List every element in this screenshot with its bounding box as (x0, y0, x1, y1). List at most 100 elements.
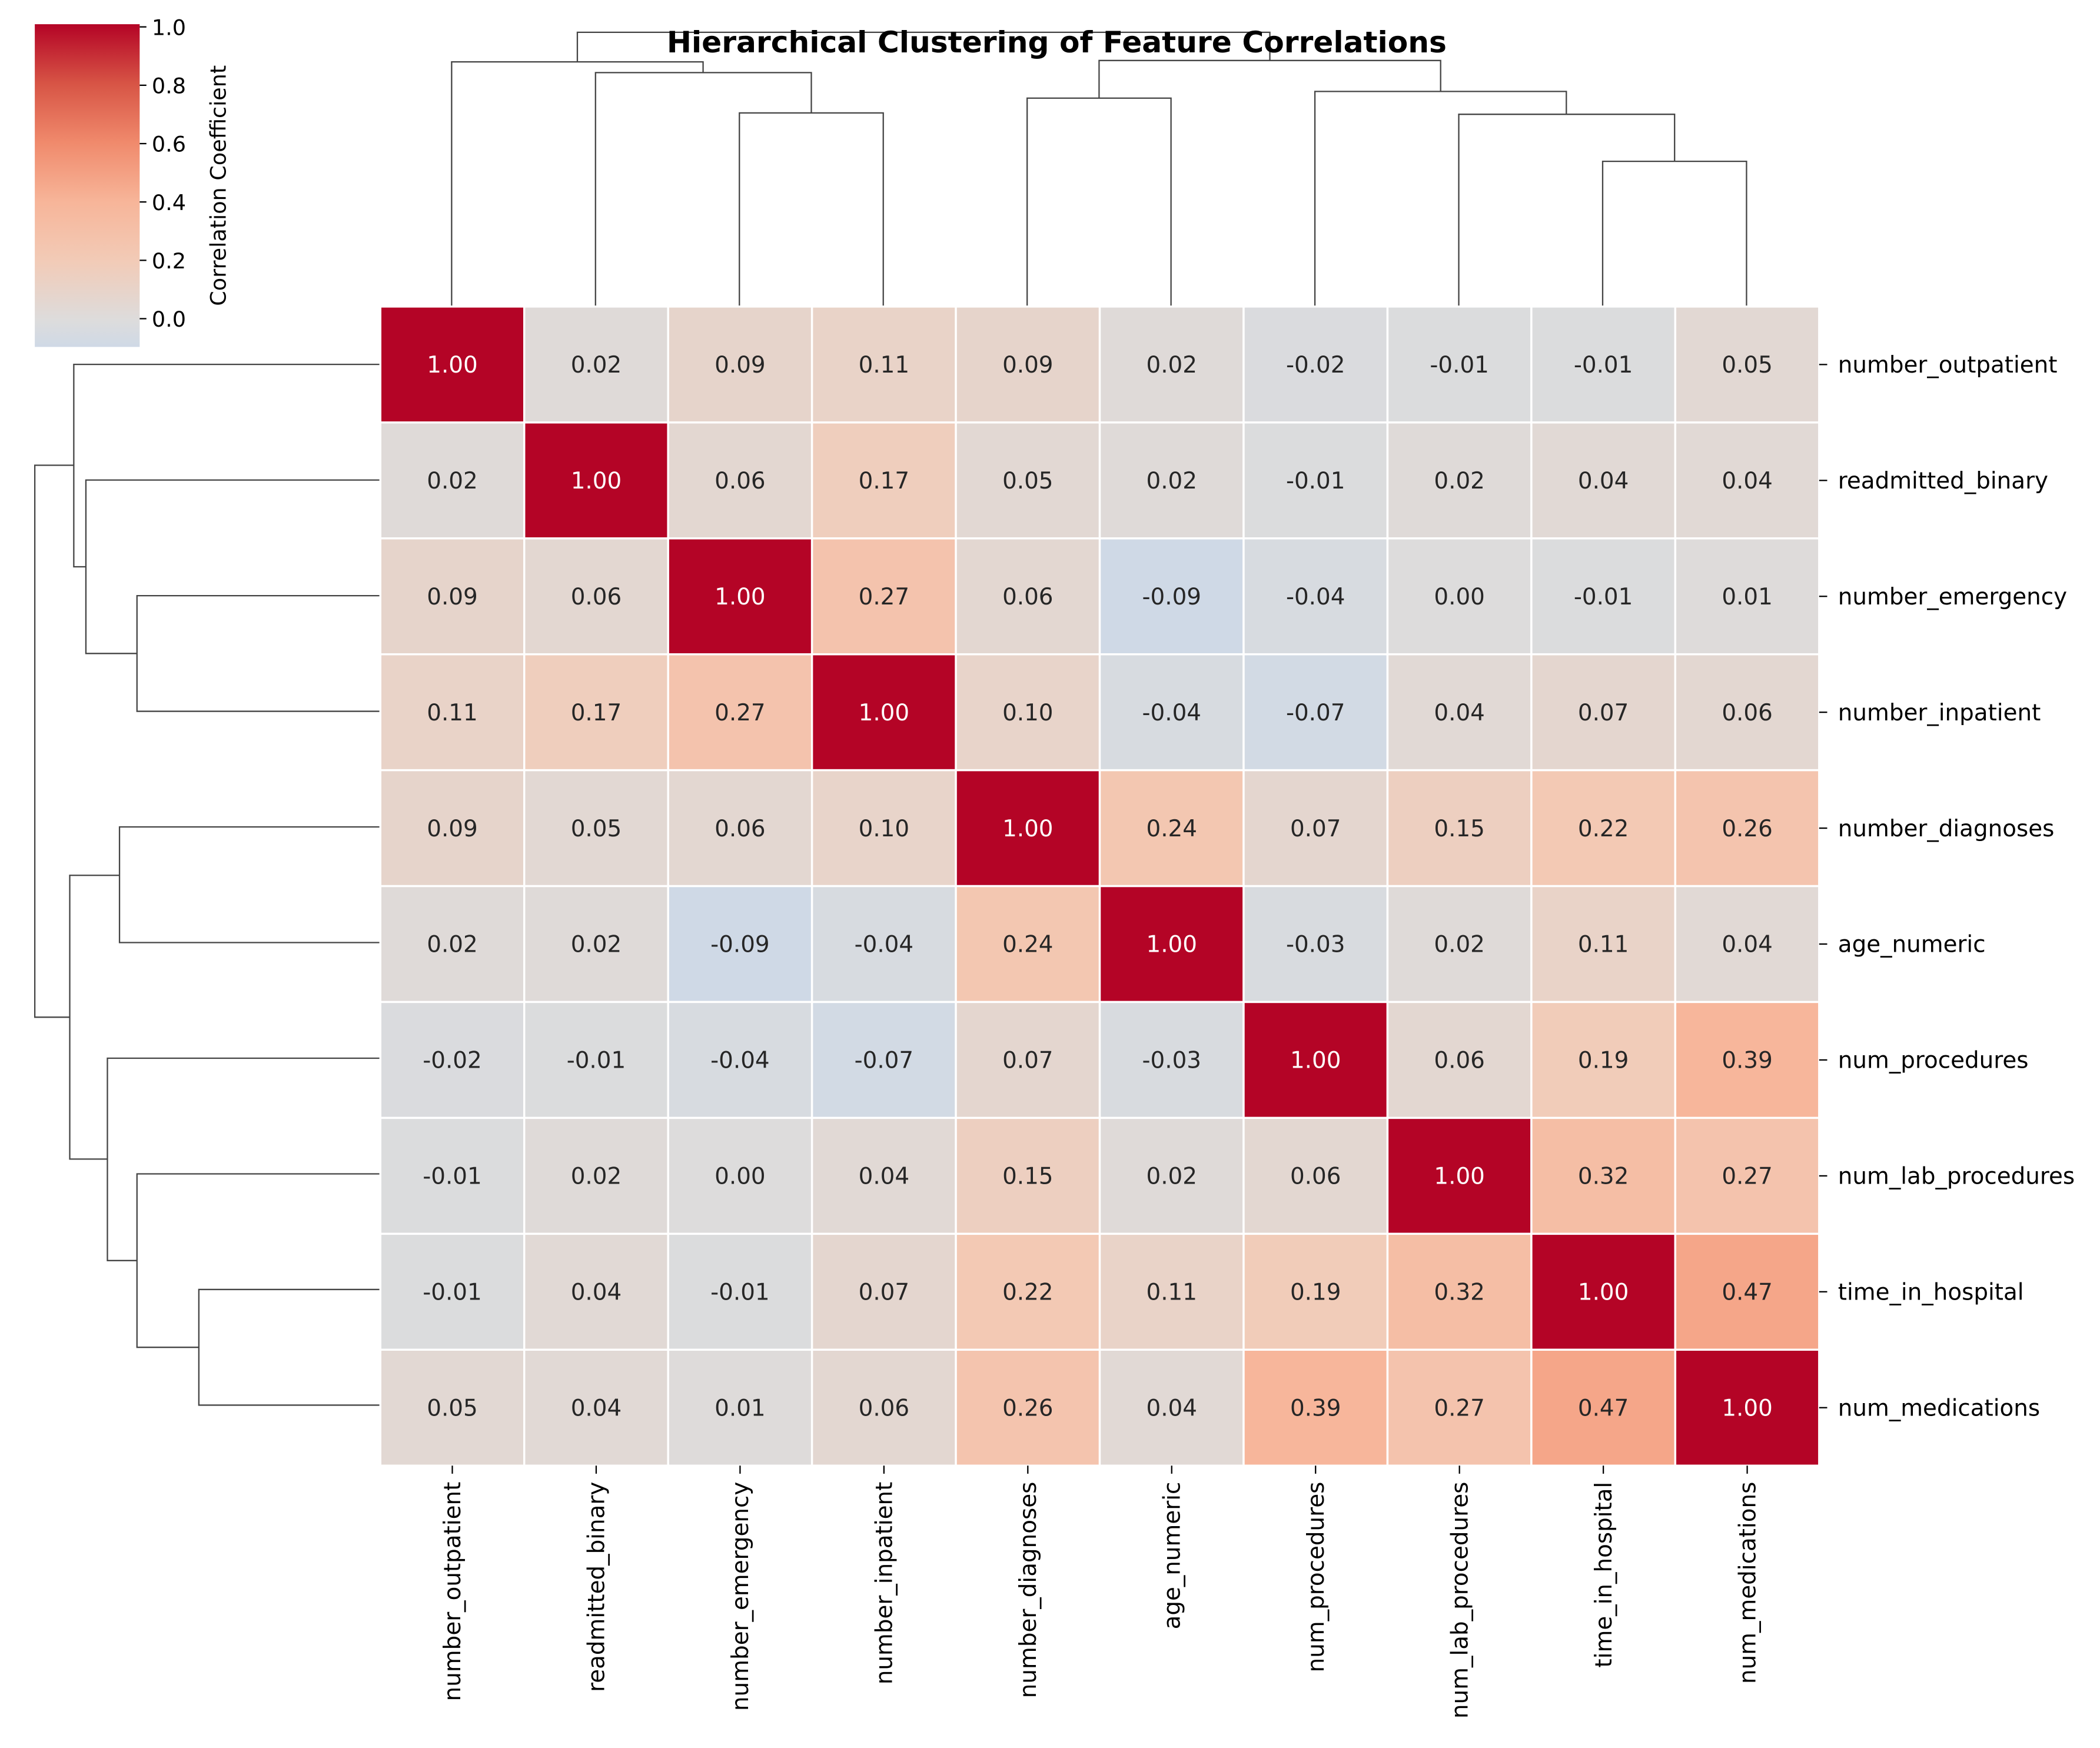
row-label: age_numeric (1838, 932, 1986, 958)
cell-value-label: 1.00 (1290, 1048, 1341, 1074)
heatmap-cell (1530, 653, 1677, 772)
cell-value-label: 0.02 (1434, 932, 1484, 958)
cell-value-label: 0.01 (1722, 584, 1772, 610)
heatmap-cell (667, 537, 813, 656)
cell-value-label: 0.04 (1147, 1395, 1197, 1421)
cell-value-label: 0.01 (715, 1395, 765, 1421)
cell-value-label: 0.07 (1002, 1048, 1053, 1074)
cell-value-label: 0.02 (571, 1164, 622, 1190)
column-label: num_procedures (1303, 1482, 1330, 1673)
column-label: time_in_hospital (1591, 1482, 1617, 1668)
heatmap-cell (1098, 653, 1245, 772)
row-label: number_emergency (1838, 584, 2067, 610)
cell-value-label: 0.15 (1002, 1164, 1053, 1190)
cell-value-label: 0.02 (1434, 468, 1484, 494)
heatmap-cell (1242, 1348, 1389, 1467)
cell-value-label: 0.05 (571, 816, 622, 842)
column-dendrogram-link (1314, 91, 1567, 307)
heatmap-cell (1242, 421, 1389, 540)
cell-value-label: 0.27 (1722, 1164, 1772, 1190)
cell-value-label: 0.22 (1578, 816, 1629, 842)
heatmap-cell (1674, 1348, 1820, 1467)
column-dendrogram-link (451, 61, 704, 307)
cell-value-label: 0.39 (1290, 1395, 1341, 1421)
cell-value-label: -0.01 (1430, 352, 1488, 378)
cell-value-label: -0.04 (710, 1048, 769, 1074)
heatmap-cell (1530, 1116, 1677, 1235)
cell-value-label: 1.00 (859, 700, 909, 726)
column-label: readmitted_binary (584, 1482, 610, 1692)
heatmap-cell (1674, 769, 1820, 888)
row-label: number_diagnoses (1838, 816, 2055, 842)
cell-value-label: 0.06 (571, 584, 622, 610)
cell-value-label: 0.24 (1147, 816, 1197, 842)
heatmap-cells: 1.00 0.02 0.09 0.11 0.09 0.02 -0.02 -0.01 -0.01 0… (379, 305, 1820, 1467)
cell-value-label: 0.05 (427, 1395, 477, 1421)
heatmap-cell (810, 421, 957, 540)
cell-value-label: 1.00 (715, 584, 765, 610)
cell-value-label: 0.39 (1722, 1048, 1772, 1074)
cell-value-label: 0.09 (427, 816, 477, 842)
heatmap-cell (379, 653, 526, 772)
column-label: number_diagnoses (1015, 1482, 1042, 1699)
colorbar-tick-label: 0.4 (152, 190, 186, 215)
colorbar-tick-label: 0.2 (152, 248, 186, 274)
heatmap-cell (1530, 769, 1677, 888)
cell-value-label: -0.01 (1574, 352, 1633, 378)
heatmap-cell (810, 769, 957, 888)
cell-value-label: 0.00 (1434, 584, 1484, 610)
colorbar: 0.0 0.2 0.4 0.6 0.8 1.0 Correlation Coefficie… (35, 15, 231, 347)
column-dendrogram-link (576, 31, 1271, 62)
row-label: num_lab_procedures (1838, 1164, 2075, 1190)
heatmap-cell (667, 1116, 813, 1235)
cell-value-label: -0.03 (1286, 932, 1345, 958)
cell-value-label: 0.04 (571, 1395, 622, 1421)
cell-value-label: -0.01 (1574, 584, 1633, 610)
colorbar-gradient (35, 24, 140, 347)
cell-value-label: 0.07 (859, 1280, 909, 1306)
column-dendrogram-link (1026, 97, 1172, 307)
cell-value-label: 0.19 (1290, 1280, 1341, 1306)
cell-value-label: 0.26 (1722, 816, 1772, 842)
heatmap-cell (1098, 421, 1245, 540)
cell-value-label: -0.03 (1142, 1048, 1201, 1074)
cell-value-label: 0.06 (1434, 1048, 1484, 1074)
row-label: num_medications (1838, 1395, 2040, 1421)
row-dendrogram-link (73, 363, 381, 568)
row-labels: number_outpatient readmitted_binarynumber… (1819, 352, 2075, 1421)
heatmap-cell (955, 537, 1101, 656)
cell-value-label: 0.04 (1578, 468, 1629, 494)
heatmap-cell (810, 1001, 957, 1119)
cell-value-label: 0.02 (571, 352, 622, 378)
heatmap-cell (1386, 421, 1533, 540)
heatmap-cell (379, 769, 526, 888)
row-dendrogram-link (198, 1288, 381, 1406)
heatmap-cell (667, 1348, 813, 1467)
cell-value-label: 0.11 (859, 352, 909, 378)
cell-value-label: 0.32 (1434, 1280, 1484, 1306)
heatmap-cell (379, 885, 526, 1003)
cell-value-label: 0.22 (1002, 1280, 1053, 1306)
heatmap-cell (1674, 1232, 1820, 1351)
heatmap-cell (955, 1232, 1101, 1351)
cell-value-label: 0.27 (715, 700, 765, 726)
heatmap-cell (1530, 421, 1677, 540)
cell-value-label: 0.04 (1434, 700, 1484, 726)
heatmap-cell (523, 1116, 669, 1235)
column-label: number_outpatient (440, 1482, 466, 1702)
cell-value-label: -0.04 (1142, 700, 1201, 726)
row-label: num_procedures (1838, 1048, 2029, 1074)
heatmap-cell (1386, 305, 1533, 424)
cell-value-label: -0.02 (1286, 352, 1345, 378)
column-dendrogram-link (1098, 59, 1441, 98)
heatmap-cell (1674, 653, 1820, 772)
heatmap-cell (1242, 885, 1389, 1003)
heatmap-cell (667, 1001, 813, 1119)
heatmap-cell (379, 305, 526, 424)
row-dendrogram-link (136, 594, 381, 712)
cell-value-label: -0.02 (423, 1048, 481, 1074)
cell-value-label: 0.06 (859, 1395, 909, 1421)
cell-value-label: 0.02 (427, 468, 477, 494)
heatmap-cell (523, 885, 669, 1003)
chart-title: Hierarchical Clustering of Feature Corre… (667, 25, 1447, 59)
